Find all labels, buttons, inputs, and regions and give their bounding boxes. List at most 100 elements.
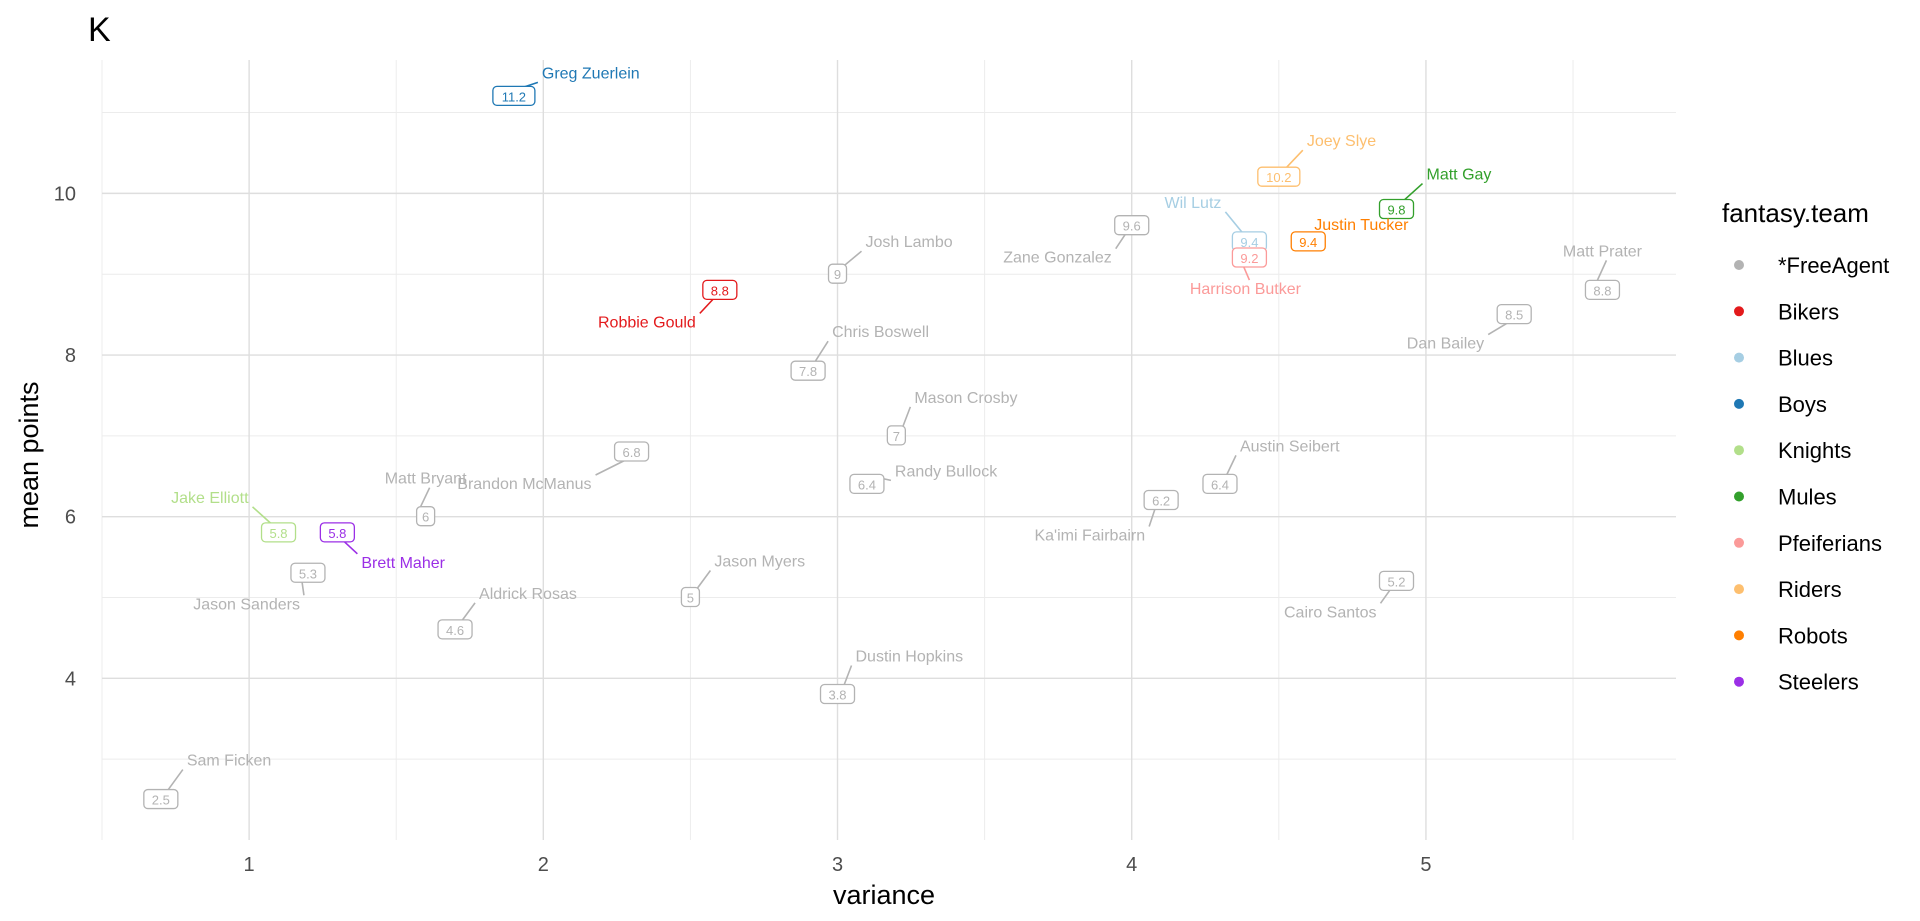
- player-name-label: Matt Gay: [1427, 167, 1492, 184]
- value-label: 5.2: [1378, 570, 1415, 591]
- value-label-box: [1202, 473, 1238, 495]
- value-label: 7.8: [790, 360, 826, 381]
- value-label-box: [1231, 247, 1268, 268]
- leader-line: [1115, 233, 1127, 250]
- player-name-labels: Greg Zuerlein Joey Slye Matt Gay Wil Lutz Ju…: [171, 65, 1643, 769]
- value-label-text: 8.5: [1505, 308, 1523, 323]
- leader-line: [813, 340, 829, 364]
- legend-key: [1734, 445, 1744, 456]
- legend-item: Robots: [1734, 623, 1848, 648]
- player-name-label: Aldrick Rosas: [479, 586, 577, 603]
- value-label: 4.6: [437, 619, 473, 640]
- value-label-text: 11.2: [502, 89, 526, 104]
- value-label-box: [1257, 166, 1301, 187]
- value-label-text: 6.4: [1211, 477, 1229, 492]
- leader-line: [251, 506, 274, 526]
- value-label-text: 9.8: [1387, 203, 1405, 218]
- value-label-text: 4.6: [446, 623, 464, 638]
- legend-title: fantasy.team: [1722, 198, 1869, 228]
- legend-key: [1734, 676, 1744, 687]
- player-name-label: Mason Crosby: [914, 390, 1017, 407]
- legend-label: Blues: [1778, 346, 1833, 371]
- value-label-text: 7.8: [799, 364, 817, 379]
- player-name-label: Cairo Santos: [1284, 604, 1377, 621]
- legend-key: [1734, 630, 1744, 641]
- player-name-label: Harrison Butker: [1190, 281, 1302, 298]
- leader-line: [1487, 321, 1509, 336]
- value-labels: 11.2 10.2 9.8 9.4 9.4 9.6 9.2 9 8.8 8.8 8.5 7.8 7 6.8…: [143, 85, 1621, 810]
- player-name-label: Brett Maher: [361, 555, 445, 572]
- leader-line: [460, 602, 476, 623]
- value-label-text: 9: [834, 267, 841, 282]
- leader-line: [166, 769, 184, 793]
- value-label-box: [1143, 489, 1179, 511]
- value-label-box: [1114, 215, 1150, 236]
- value-label: 6.2: [1143, 489, 1179, 511]
- player-name-label: Josh Lambo: [866, 234, 953, 251]
- value-label-text: 5.3: [299, 566, 317, 581]
- legend-label: Bikers: [1778, 299, 1839, 324]
- chart-title: K: [88, 11, 111, 49]
- legend-label: Pfeiferians: [1778, 531, 1882, 556]
- legend-key: [1734, 306, 1744, 317]
- value-label-box: [143, 788, 179, 810]
- x-tick-label: 3: [832, 854, 843, 876]
- value-label-box: [260, 522, 297, 543]
- value-label-box: [415, 506, 436, 527]
- leader-line: [1224, 211, 1245, 235]
- player-name-label: Chris Boswell: [832, 324, 929, 341]
- legend: *FreeAgent Bikers Blues Boys Knights Mules Pfe…: [1734, 253, 1889, 695]
- legend-label: Knights: [1778, 438, 1851, 463]
- x-axis-title: variance: [833, 880, 935, 910]
- player-name-label: Zane Gonzalez: [1003, 250, 1112, 267]
- leader-line: [1225, 455, 1237, 477]
- leader-line: [1401, 182, 1424, 203]
- player-name-label: Matt Bryant: [385, 471, 467, 488]
- value-label-box: [849, 473, 885, 495]
- value-label-text: 9.6: [1123, 219, 1141, 234]
- value-label-box: [790, 360, 826, 381]
- leader-line: [842, 665, 853, 687]
- value-label: 5.8: [260, 522, 297, 543]
- legend-label: *FreeAgent: [1778, 253, 1889, 278]
- label-leader-lines: [166, 81, 1608, 793]
- y-tick-label: 4: [65, 668, 76, 690]
- legend-label: Mules: [1778, 485, 1837, 510]
- value-label-box: [492, 85, 536, 107]
- player-name-label: Austin Seibert: [1240, 438, 1340, 455]
- player-name-label: Jason Sanders: [193, 596, 300, 613]
- value-label-text: 9.4: [1240, 235, 1258, 250]
- legend-item: Pfeiferians: [1734, 531, 1882, 556]
- leader-line: [843, 250, 863, 267]
- legend-label: Steelers: [1778, 670, 1859, 695]
- value-label-text: 6.4: [858, 477, 876, 492]
- value-label-text: 6.8: [623, 445, 641, 460]
- value-label: 6.4: [1202, 473, 1238, 495]
- value-label: 6: [415, 506, 436, 527]
- leader-line: [901, 406, 912, 429]
- value-label-text: 10.2: [1266, 170, 1291, 185]
- player-name-label: Dan Bailey: [1407, 336, 1484, 353]
- value-label-text: 5.8: [328, 526, 346, 541]
- value-label: 9.4: [1290, 231, 1326, 252]
- value-label: 8.5: [1496, 303, 1532, 325]
- value-label-box: [827, 263, 848, 284]
- value-label: 2.5: [143, 788, 179, 810]
- leader-line: [301, 581, 305, 596]
- value-label-text: 9.2: [1240, 251, 1258, 266]
- leader-line: [1379, 588, 1392, 604]
- legend-key: [1734, 584, 1744, 595]
- value-label: 10.2: [1257, 166, 1301, 187]
- leader-line: [1148, 508, 1156, 527]
- legend-key: [1734, 537, 1744, 548]
- value-label: 9: [827, 263, 848, 284]
- x-tick-label: 4: [1126, 854, 1137, 876]
- legend-key: [1734, 260, 1744, 270]
- value-label: 8.8: [702, 279, 738, 301]
- value-label-box: [819, 683, 856, 705]
- leader-line: [1284, 149, 1304, 170]
- value-label-text: 5.8: [269, 526, 287, 541]
- value-label: 11.2: [492, 85, 536, 107]
- player-name-label: Matt Prater: [1563, 243, 1643, 260]
